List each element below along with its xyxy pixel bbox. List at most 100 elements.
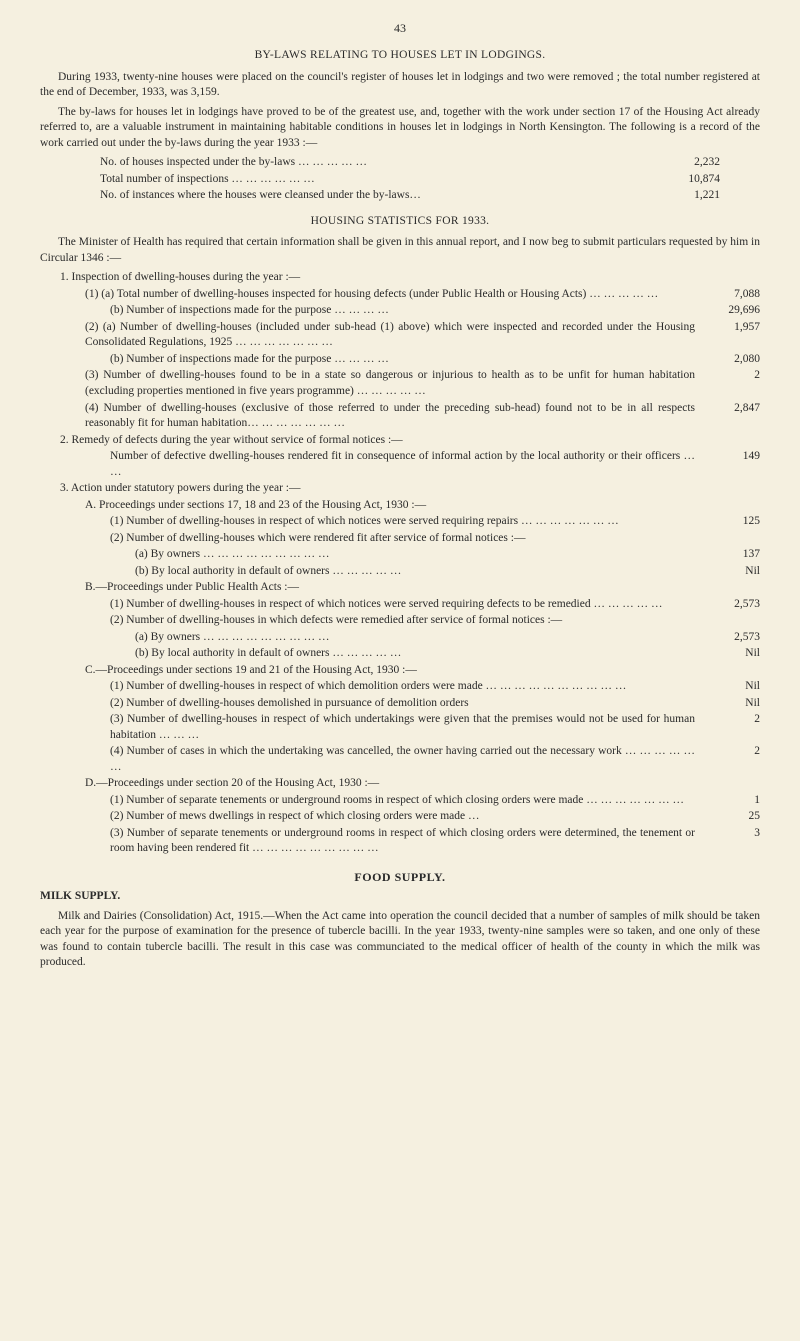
- housing-item-text: Number of defective dwelling-houses rend…: [40, 449, 705, 480]
- housing-title: HOUSING STATISTICS FOR 1933.: [40, 214, 760, 230]
- housing-intro: The Minister of Health has required that…: [40, 235, 760, 266]
- housing-item-text: D.—Proceedings under section 20 of the H…: [40, 776, 705, 792]
- housing-item-row: (b) By local authority in default of own…: [40, 646, 760, 662]
- housing-item-value: 2,573: [705, 597, 760, 613]
- housing-item-value: 137: [705, 547, 760, 563]
- housing-item-value: 3: [705, 826, 760, 857]
- housing-item-value: 149: [705, 449, 760, 480]
- housing-item-row: (2) Number of dwelling-houses demolished…: [40, 696, 760, 712]
- housing-item-row: B.—Proceedings under Public Health Acts …: [40, 580, 760, 596]
- housing-item-text: (2) (a) Number of dwelling-houses (inclu…: [40, 320, 705, 351]
- housing-item-text: (1) Number of dwelling-houses in respect…: [40, 514, 705, 530]
- stat-row: Total number of inspections … … … … … … …: [100, 172, 760, 188]
- housing-item-row: Number of defective dwelling-houses rend…: [40, 449, 760, 480]
- housing-item-row: (2) Number of dwelling-houses in which d…: [40, 613, 760, 629]
- housing-item-row: (b) By local authority in default of own…: [40, 564, 760, 580]
- housing-item-value: 2: [705, 744, 760, 775]
- housing-item-text: C.—Proceedings under sections 19 and 21 …: [40, 663, 705, 679]
- stat-label: No. of houses inspected under the by-law…: [100, 155, 660, 171]
- housing-item-value: 2: [705, 712, 760, 743]
- housing-item-value: 1,957: [705, 320, 760, 351]
- housing-item-value: Nil: [705, 646, 760, 662]
- housing-items: 1. Inspection of dwelling-houses during …: [40, 270, 760, 857]
- housing-item-value: 2: [705, 368, 760, 399]
- housing-item-text: 2. Remedy of defects during the year wit…: [40, 433, 705, 449]
- milk-para: Milk and Dairies (Consolidation) Act, 19…: [40, 909, 760, 971]
- page-content: 43 BY-LAWS RELATING TO HOUSES LET IN LOD…: [0, 0, 800, 1005]
- housing-item-text: (2) Number of dwelling-houses which were…: [40, 531, 705, 547]
- stat-value: 2,232: [660, 155, 720, 171]
- food-title: FOOD SUPPLY.: [40, 869, 760, 885]
- housing-item-text: A. Proceedings under sections 17, 18 and…: [40, 498, 705, 514]
- housing-item-row: C.—Proceedings under sections 19 and 21 …: [40, 663, 760, 679]
- housing-item-text: (1) Number of dwelling-houses in respect…: [40, 679, 705, 695]
- housing-item-value: Nil: [705, 696, 760, 712]
- housing-item-text: (3) Number of dwelling-houses in respect…: [40, 712, 705, 743]
- housing-item-text: (b) By local authority in default of own…: [40, 564, 705, 580]
- housing-item-row: (3) Number of dwelling-houses found to b…: [40, 368, 760, 399]
- housing-item-text: (1) (a) Total number of dwelling-houses …: [40, 287, 705, 303]
- housing-item-text: (a) By owners … … … … … … … … …: [40, 547, 705, 563]
- housing-item-text: 3. Action under statutory powers during …: [40, 481, 705, 497]
- housing-item-value: [705, 481, 760, 497]
- milk-supply-heading: MILK SUPPLY.: [40, 889, 760, 905]
- housing-item-text: (3) Number of separate tenements or unde…: [40, 826, 705, 857]
- housing-item-text: (a) By owners … … … … … … … … …: [40, 630, 705, 646]
- housing-item-row: (4) Number of cases in which the underta…: [40, 744, 760, 775]
- bylaws-para-2: The by-laws for houses let in lodgings h…: [40, 105, 760, 152]
- milk-para-text: Milk and Dairies (Consolidation) Act, 19…: [40, 910, 760, 969]
- housing-item-row: (1) Number of dwelling-houses in respect…: [40, 679, 760, 695]
- housing-item-text: (2) Number of dwelling-houses in which d…: [40, 613, 705, 629]
- housing-item-text: (b) Number of inspections made for the p…: [40, 352, 705, 368]
- stat-label: No. of instances where the houses were c…: [100, 188, 660, 204]
- housing-item-row: (1) Number of dwelling-houses in respect…: [40, 597, 760, 613]
- housing-item-row: (b) Number of inspections made for the p…: [40, 303, 760, 319]
- housing-item-value: 25: [705, 809, 760, 825]
- stat-row: No. of houses inspected under the by-law…: [100, 155, 760, 171]
- housing-item-row: 3. Action under statutory powers during …: [40, 481, 760, 497]
- housing-item-text: (2) Number of mews dwellings in respect …: [40, 809, 705, 825]
- housing-item-value: Nil: [705, 564, 760, 580]
- housing-item-text: (4) Number of cases in which the underta…: [40, 744, 705, 775]
- housing-item-value: [705, 531, 760, 547]
- stat-label: Total number of inspections … … … … … …: [100, 172, 660, 188]
- bylaws-title: BY-LAWS RELATING TO HOUSES LET IN LODGIN…: [40, 48, 760, 64]
- housing-item-row: A. Proceedings under sections 17, 18 and…: [40, 498, 760, 514]
- housing-item-row: (2) (a) Number of dwelling-houses (inclu…: [40, 320, 760, 351]
- housing-item-text: (b) By local authority in default of own…: [40, 646, 705, 662]
- housing-item-value: [705, 270, 760, 286]
- housing-item-text: (4) Number of dwelling-houses (exclusive…: [40, 401, 705, 432]
- housing-item-value: 2,847: [705, 401, 760, 432]
- housing-item-row: (3) Number of dwelling-houses in respect…: [40, 712, 760, 743]
- housing-item-row: (1) Number of separate tenements or unde…: [40, 793, 760, 809]
- bylaws-para-1: During 1933, twenty-nine houses were pla…: [40, 70, 760, 101]
- housing-item-text: (2) Number of dwelling-houses demolished…: [40, 696, 705, 712]
- housing-item-value: [705, 498, 760, 514]
- housing-item-row: 1. Inspection of dwelling-houses during …: [40, 270, 760, 286]
- housing-item-row: (1) (a) Total number of dwelling-houses …: [40, 287, 760, 303]
- housing-item-value: 7,088: [705, 287, 760, 303]
- housing-item-value: 2,080: [705, 352, 760, 368]
- housing-item-value: 125: [705, 514, 760, 530]
- housing-item-text: 1. Inspection of dwelling-houses during …: [40, 270, 705, 286]
- housing-item-text: (3) Number of dwelling-houses found to b…: [40, 368, 705, 399]
- housing-item-value: [705, 433, 760, 449]
- housing-item-row: 2. Remedy of defects during the year wit…: [40, 433, 760, 449]
- housing-item-row: (1) Number of dwelling-houses in respect…: [40, 514, 760, 530]
- housing-item-value: 2,573: [705, 630, 760, 646]
- housing-item-row: (a) By owners … … … … … … … … …2,573: [40, 630, 760, 646]
- housing-item-value: [705, 776, 760, 792]
- housing-item-row: (a) By owners … … … … … … … … …137: [40, 547, 760, 563]
- housing-item-text: (1) Number of dwelling-houses in respect…: [40, 597, 705, 613]
- housing-item-row: (3) Number of separate tenements or unde…: [40, 826, 760, 857]
- housing-item-row: (4) Number of dwelling-houses (exclusive…: [40, 401, 760, 432]
- housing-item-text: B.—Proceedings under Public Health Acts …: [40, 580, 705, 596]
- housing-item-text: (1) Number of separate tenements or unde…: [40, 793, 705, 809]
- housing-item-row: (2) Number of mews dwellings in respect …: [40, 809, 760, 825]
- housing-item-row: (b) Number of inspections made for the p…: [40, 352, 760, 368]
- page-number: 43: [40, 20, 760, 36]
- housing-item-row: D.—Proceedings under section 20 of the H…: [40, 776, 760, 792]
- housing-item-value: 1: [705, 793, 760, 809]
- housing-item-value: [705, 663, 760, 679]
- stat-value: 1,221: [660, 188, 720, 204]
